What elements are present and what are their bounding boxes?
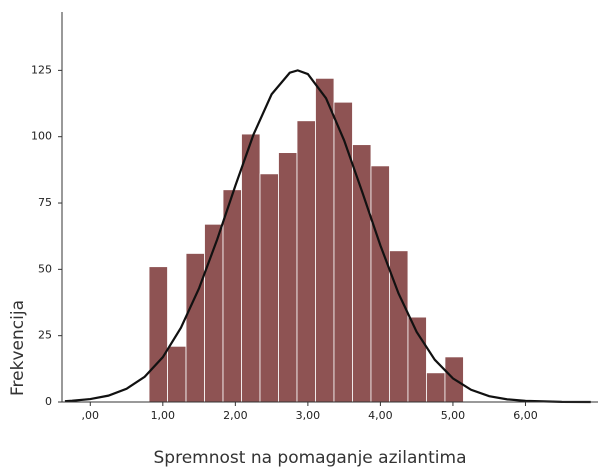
y-tick-label: 125 [31, 63, 52, 76]
x-tick-label: 3,00 [296, 409, 321, 422]
bar [370, 165, 390, 403]
y-tick-label: 75 [38, 196, 52, 209]
bar [426, 372, 446, 403]
y-tick-label: 25 [38, 329, 52, 342]
x-tick-label: 6,00 [513, 409, 538, 422]
bar [296, 120, 316, 403]
bar [241, 133, 261, 403]
bar [278, 152, 298, 403]
bar [389, 250, 409, 403]
normal-curve [64, 69, 591, 404]
bar [222, 189, 242, 403]
x-tick-label: ,00 [82, 409, 100, 422]
y-tick-label: 100 [31, 130, 52, 143]
x-tick-label: 4,00 [368, 409, 393, 422]
x-tick-label: 2,00 [223, 409, 248, 422]
y-axis-title: Frekvencija [8, 300, 28, 396]
bar [315, 77, 335, 403]
x-tick-label: 1,00 [151, 409, 176, 422]
bar [352, 144, 372, 403]
y-tick-label: 50 [38, 262, 52, 275]
bar [333, 101, 353, 403]
bar [259, 173, 279, 403]
x-tick-label: 5,00 [441, 409, 466, 422]
bar [167, 345, 187, 403]
bar [407, 316, 427, 403]
bar [148, 266, 168, 403]
y-tick-label: 0 [45, 395, 52, 408]
bar [185, 253, 205, 403]
x-axis-title: Spremnost na pomaganje azilantima [154, 448, 467, 468]
